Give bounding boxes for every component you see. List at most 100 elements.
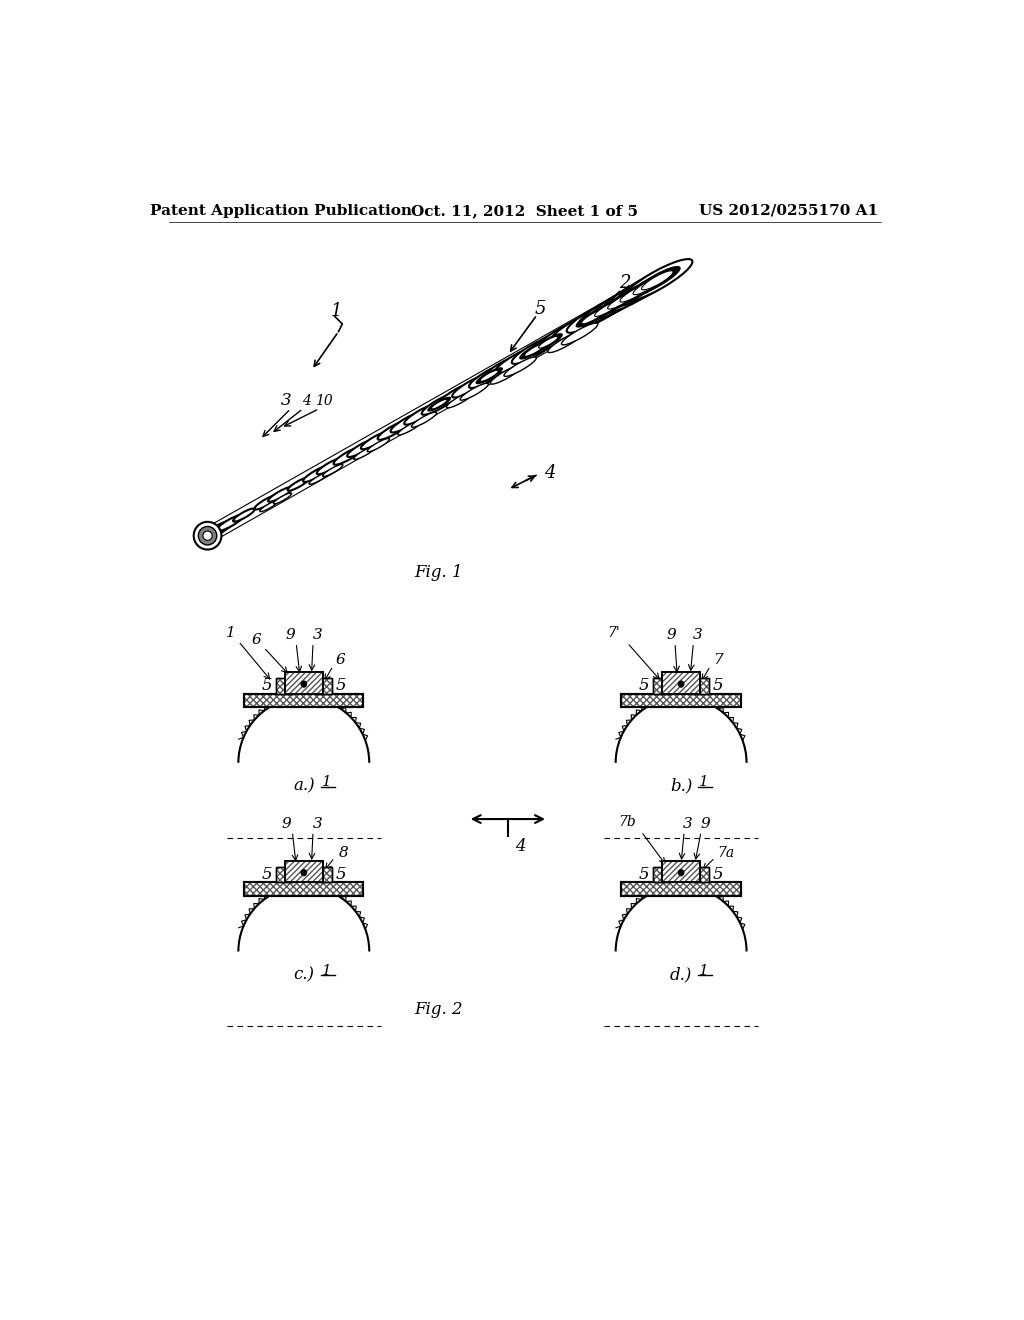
Ellipse shape [561, 323, 598, 345]
Ellipse shape [428, 397, 451, 411]
Ellipse shape [595, 301, 621, 317]
Ellipse shape [627, 272, 670, 298]
Circle shape [194, 521, 221, 549]
Bar [692, 867, 709, 882]
Text: 4: 4 [515, 837, 525, 854]
Ellipse shape [273, 492, 292, 504]
Ellipse shape [233, 508, 255, 521]
Circle shape [301, 681, 306, 686]
Circle shape [296, 677, 311, 693]
Bar [314, 678, 332, 693]
Ellipse shape [397, 420, 423, 436]
Text: 9: 9 [282, 817, 292, 830]
Text: 9: 9 [285, 628, 295, 642]
Ellipse shape [566, 300, 621, 333]
Bar [244, 882, 364, 896]
Ellipse shape [551, 312, 600, 342]
Text: 6: 6 [251, 632, 261, 647]
Bar [653, 867, 671, 882]
Ellipse shape [469, 363, 510, 388]
Text: 1: 1 [225, 627, 236, 640]
Bar [285, 672, 323, 693]
Ellipse shape [309, 473, 329, 484]
Circle shape [302, 871, 306, 875]
Ellipse shape [217, 515, 244, 531]
Ellipse shape [334, 446, 364, 465]
Bar [276, 867, 293, 882]
Ellipse shape [422, 393, 457, 414]
Ellipse shape [404, 404, 438, 425]
Text: b.): b.) [670, 777, 692, 795]
Ellipse shape [602, 289, 640, 313]
Text: 5: 5 [336, 677, 346, 694]
Bar [662, 861, 700, 882]
Ellipse shape [200, 520, 233, 541]
Text: 5: 5 [336, 866, 346, 883]
Bar [692, 678, 709, 693]
Ellipse shape [512, 337, 558, 364]
Bar [276, 678, 293, 693]
Bar [244, 882, 364, 896]
Ellipse shape [476, 368, 503, 384]
Ellipse shape [520, 341, 550, 359]
Ellipse shape [255, 495, 279, 510]
Ellipse shape [260, 500, 278, 512]
Text: US 2012/0255170 A1: US 2012/0255170 A1 [699, 203, 879, 218]
Text: 3: 3 [281, 392, 292, 409]
Bar [653, 678, 671, 693]
Text: 4: 4 [302, 393, 310, 408]
Ellipse shape [431, 400, 447, 409]
Ellipse shape [446, 391, 475, 408]
Ellipse shape [495, 347, 538, 374]
Circle shape [296, 866, 311, 882]
Bar [622, 693, 740, 708]
Text: 5: 5 [639, 866, 649, 883]
Bar [653, 867, 671, 882]
Bar [662, 861, 700, 882]
Text: Fig. 2: Fig. 2 [415, 1001, 463, 1018]
Text: 3: 3 [312, 628, 323, 642]
Text: 7a: 7a [717, 846, 734, 859]
Text: 9: 9 [700, 817, 711, 830]
Text: 7: 7 [713, 653, 723, 668]
Ellipse shape [623, 259, 692, 301]
Text: 1: 1 [331, 302, 343, 319]
Ellipse shape [589, 297, 626, 319]
Bar [622, 882, 740, 896]
Text: 1: 1 [322, 964, 332, 978]
Text: 5: 5 [261, 677, 272, 694]
Text: Patent Application Publication: Patent Application Publication [150, 203, 412, 218]
Circle shape [203, 531, 212, 540]
Ellipse shape [539, 337, 558, 348]
Text: 5: 5 [713, 677, 723, 694]
Text: 2: 2 [620, 275, 631, 292]
Ellipse shape [538, 319, 586, 350]
Text: 5: 5 [535, 301, 546, 318]
Ellipse shape [526, 329, 570, 355]
Circle shape [679, 871, 683, 875]
Bar [285, 672, 323, 693]
Text: 6: 6 [336, 653, 346, 668]
Text: 1: 1 [699, 964, 709, 978]
Bar [653, 678, 671, 693]
Ellipse shape [438, 383, 476, 405]
Circle shape [302, 684, 306, 686]
Bar [622, 693, 740, 708]
Bar [653, 867, 671, 882]
Ellipse shape [453, 375, 489, 397]
Ellipse shape [591, 282, 650, 319]
Text: 7': 7' [607, 627, 620, 640]
Text: 5: 5 [639, 677, 649, 694]
Text: d.): d.) [670, 966, 692, 983]
Bar [662, 672, 700, 693]
Bar [285, 861, 323, 882]
Ellipse shape [368, 438, 389, 451]
Bar [276, 867, 293, 882]
Bar [662, 861, 700, 882]
Bar [692, 867, 709, 882]
Ellipse shape [613, 280, 655, 306]
Text: Fig. 1: Fig. 1 [415, 564, 463, 581]
Circle shape [679, 681, 684, 686]
Ellipse shape [323, 465, 343, 477]
Ellipse shape [460, 383, 488, 400]
